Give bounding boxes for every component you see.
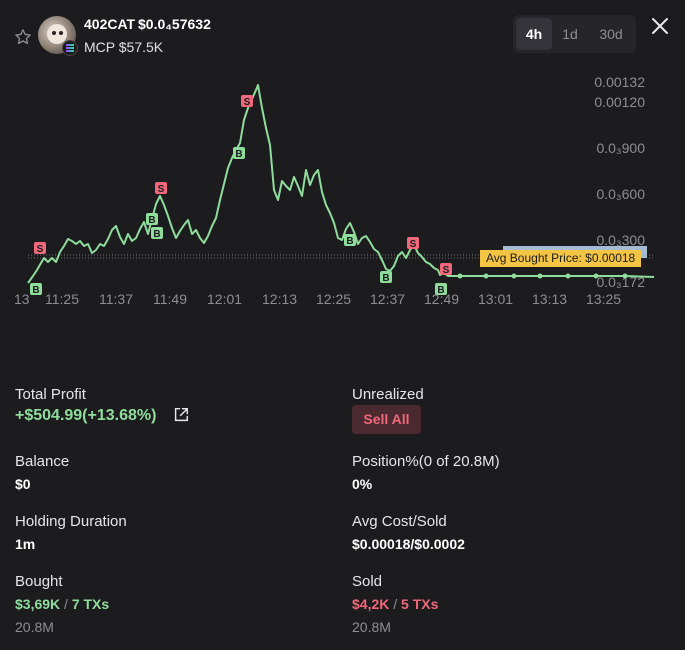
timeframe-4h[interactable]: 4h: [516, 18, 552, 50]
sell-marker[interactable]: S: [155, 182, 167, 195]
y-tick-label: 0.00132: [594, 74, 645, 90]
external-link-icon[interactable]: [172, 406, 190, 424]
sell-marker[interactable]: S: [407, 237, 419, 250]
x-tick-label: 12:13: [262, 291, 298, 307]
svg-text:S: S: [37, 244, 44, 255]
bought-value: $3,69K / 7 TXs: [15, 596, 109, 612]
buy-marker[interactable]: B: [30, 283, 42, 296]
y-tick-label: 0.0₃172: [596, 274, 645, 290]
token-name: 402CAT: [84, 16, 136, 32]
svg-text:B: B: [32, 285, 39, 296]
timeframe-1d[interactable]: 1d: [562, 26, 578, 42]
x-tick-label: 12:49: [424, 291, 460, 307]
solana-chain-icon: [62, 40, 78, 56]
x-tick-label: 12:37: [370, 291, 406, 307]
svg-text:S: S: [244, 97, 251, 108]
svg-text:S: S: [410, 239, 417, 250]
x-tick-label: 13:25: [586, 291, 622, 307]
balance-value: $0: [15, 476, 31, 492]
token-avatar: [38, 16, 76, 54]
buy-marker[interactable]: B: [380, 271, 392, 284]
bought-separator: /: [64, 596, 68, 612]
bought-label: Bought: [15, 573, 63, 590]
y-tick-label: 0.0₃300: [596, 232, 645, 248]
avg-cost-label: Avg Cost/Sold: [352, 513, 447, 530]
position-value: 0%: [352, 476, 373, 492]
buy-marker[interactable]: B: [146, 213, 158, 226]
unrealized-label: Unrealized: [352, 386, 424, 403]
buy-marker[interactable]: B: [344, 234, 356, 247]
bought-quantity: 20.8M: [15, 619, 54, 635]
total-profit-value: +$504.99(+13.68%): [15, 407, 157, 424]
svg-text:B: B: [153, 229, 160, 240]
sold-txs: 5 TXs: [401, 596, 439, 612]
sold-label: Sold: [352, 573, 383, 590]
bought-txs: 7 TXs: [71, 596, 110, 612]
x-tick-label: 11:37: [99, 291, 133, 307]
sell-marker[interactable]: S: [34, 242, 46, 255]
timeframe-selector: 4h 1d 30d: [513, 15, 636, 53]
y-tick-label: 0.0₃900: [596, 140, 645, 156]
x-tick-label: 11:49: [153, 291, 187, 307]
token-header: 402CAT $0.0₄57632 MCP $57.5K 4h 1d 30d: [0, 0, 685, 70]
sell-marker[interactable]: S: [440, 263, 452, 276]
sold-value: $4,2K / 5 TXs: [352, 596, 438, 612]
x-tick-label: 13: [14, 291, 30, 307]
bought-amount: $3,69K: [15, 596, 61, 612]
y-tick-label: 0.0₃600: [596, 186, 645, 202]
total-profit-label: Total Profit: [15, 386, 86, 403]
y-tick-label: 0.00120: [594, 94, 645, 110]
x-tick-label: 12:25: [316, 291, 352, 307]
sold-separator: /: [393, 596, 398, 612]
position-label: Position%(0 of 20.8M): [352, 453, 500, 470]
svg-text:B: B: [148, 215, 155, 226]
price-chart[interactable]: B B B B B B B S S S S S: [0, 70, 685, 310]
buy-marker[interactable]: B: [233, 147, 245, 160]
timeframe-30d[interactable]: 30d: [599, 26, 623, 42]
favorite-star-icon[interactable]: [14, 28, 32, 46]
sold-amount: $4,2K: [352, 596, 390, 612]
holding-duration-label: Holding Duration: [15, 513, 127, 530]
sold-quantity: 20.8M: [352, 619, 391, 635]
x-tick-label: 11:25: [45, 291, 79, 307]
avg-bought-price-tag: Avg Bought Price: $0.00018: [480, 250, 642, 267]
sell-all-button[interactable]: Sell All: [352, 405, 421, 434]
buy-marker[interactable]: B: [151, 227, 163, 240]
sell-marker[interactable]: S: [241, 95, 253, 108]
svg-text:B: B: [235, 149, 242, 160]
svg-text:B: B: [437, 285, 444, 296]
close-icon[interactable]: [650, 16, 670, 36]
market-cap: MCP $57.5K: [84, 39, 164, 55]
svg-text:S: S: [443, 265, 450, 276]
balance-label: Balance: [15, 453, 70, 470]
token-price: $0.0₄57632: [138, 16, 211, 32]
x-tick-label: 13:01: [478, 291, 514, 307]
holding-duration-value: 1m: [15, 536, 36, 552]
x-tick-label: 12:01: [207, 291, 243, 307]
svg-text:S: S: [158, 184, 165, 195]
buy-marker[interactable]: B: [435, 283, 447, 296]
svg-text:B: B: [346, 236, 353, 247]
avg-cost-value: $0.00018/$0.0002: [352, 536, 465, 552]
x-tick-label: 13:13: [532, 291, 568, 307]
svg-text:B: B: [382, 273, 389, 284]
